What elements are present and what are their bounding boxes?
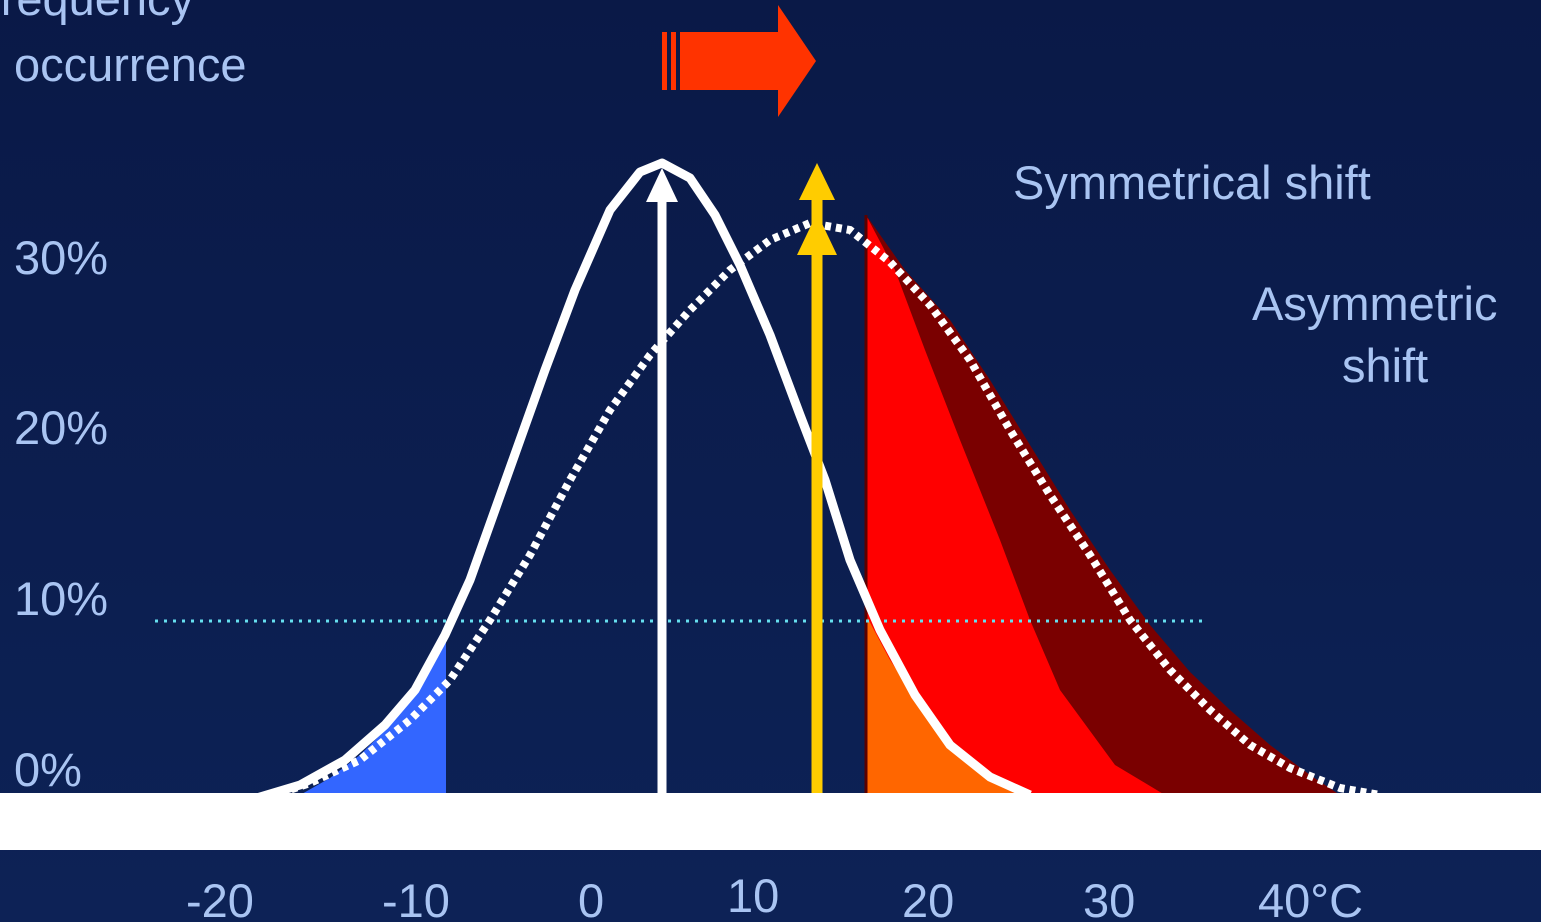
original-mean-arrowhead	[646, 168, 678, 202]
symmetrical-shift-label: Symmetrical shift	[1013, 156, 1371, 209]
shifted-curve	[258, 218, 1381, 804]
y-tick-10: 10%	[14, 572, 108, 625]
asymmetric-shift-label-1: Asymmetric	[1252, 277, 1497, 330]
ylabel-line-2: occurrence	[14, 38, 247, 91]
right-arrow-icon	[662, 5, 816, 117]
y-tick-0: 0%	[14, 743, 82, 796]
x-tick-30: 30	[1083, 874, 1135, 922]
x-tick-10: 10	[727, 869, 779, 922]
x-tick-40: 40°C	[1258, 874, 1363, 922]
x-tick-neg10: -10	[382, 874, 450, 922]
asymmetric-shift-label-2: shift	[1342, 339, 1428, 392]
ylabel-line-1: Frequency	[0, 0, 195, 25]
hot-tail-symmetric	[866, 215, 1165, 795]
y-tick-30: 30%	[14, 231, 108, 284]
cold-tail	[300, 640, 446, 795]
x-tick-0: 0	[578, 874, 604, 922]
baseline-band	[0, 793, 1541, 850]
y-tick-20: 20%	[14, 401, 108, 454]
x-tick-20: 20	[902, 874, 954, 922]
hot-tail-original	[866, 615, 1030, 795]
original-curve	[248, 158, 1032, 805]
new-mean-arrowhead-2	[797, 213, 837, 255]
new-mean-arrowhead	[799, 163, 835, 200]
x-tick-neg20: -20	[186, 874, 254, 922]
